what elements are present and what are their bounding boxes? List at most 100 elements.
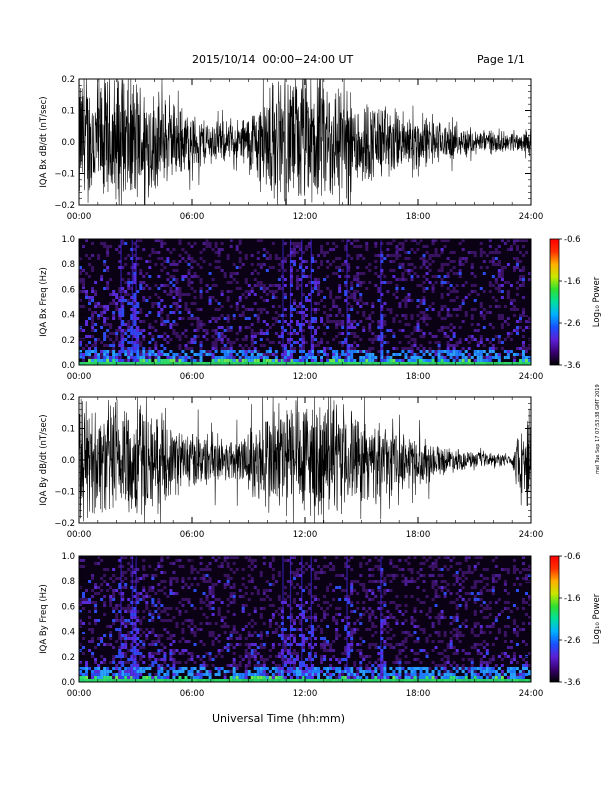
spectrogram-cell	[524, 239, 528, 242]
spectrogram-cell	[380, 622, 384, 625]
spectrogram-cell	[506, 281, 510, 284]
spectrogram-cell	[428, 254, 432, 257]
spectrogram-cell	[356, 667, 360, 670]
spectrogram-cell	[446, 655, 450, 658]
spectrogram-cell	[365, 595, 369, 598]
spectrogram-cell	[247, 664, 251, 667]
spectrogram-cell	[166, 359, 170, 362]
spectrogram-cell	[497, 287, 501, 290]
spectrogram-cell	[350, 604, 354, 607]
spectrogram-cell	[121, 290, 125, 293]
spectrogram-cell	[329, 568, 333, 571]
spectrogram-cell	[265, 299, 269, 302]
spectrogram-cell	[305, 356, 309, 359]
spectrogram-cell	[491, 260, 495, 263]
spectrogram-cell	[169, 290, 173, 293]
spectrogram-cell	[160, 350, 164, 353]
spectrogram-cell	[244, 637, 248, 640]
spectrogram-cell	[473, 308, 477, 311]
spectrogram-cell	[115, 329, 119, 332]
spectrogram-cell	[262, 359, 266, 362]
spectrogram-cell	[320, 658, 324, 661]
spectrogram-cell	[341, 574, 345, 577]
spectrogram-cell	[148, 254, 152, 257]
spectrogram-cell	[461, 359, 465, 362]
spectrogram-cell	[202, 248, 206, 251]
spectrogram-cell	[305, 568, 309, 571]
spectrogram-cell	[347, 353, 351, 356]
spectrogram-cell	[449, 664, 453, 667]
spectrogram-cell	[184, 275, 188, 278]
spectrogram-cell	[166, 272, 170, 275]
spectrogram-cell	[452, 335, 456, 338]
spectrogram-cell	[431, 670, 435, 673]
spectrogram-cell	[283, 676, 287, 679]
spectrogram-cell	[181, 604, 185, 607]
spectrogram-cell	[305, 562, 309, 565]
spectrogram-cell	[298, 562, 302, 565]
spectrogram-cell	[341, 323, 345, 326]
spectrogram-cell	[347, 646, 351, 649]
spectrogram-cell	[470, 335, 474, 338]
spectrogram-cell	[503, 356, 507, 359]
spectrogram-cell	[97, 592, 101, 595]
spectrogram-cell	[443, 655, 447, 658]
spectrogram-cell	[229, 275, 233, 278]
spectrogram-cell	[259, 296, 263, 299]
spectrogram-cell	[479, 242, 483, 245]
spectrogram-cell	[383, 257, 387, 260]
spectrogram-cell	[295, 592, 299, 595]
spectrogram-cell	[443, 350, 447, 353]
spectrogram-cell	[422, 347, 426, 350]
spectrogram-cell	[350, 296, 354, 299]
spectrogram-cell	[461, 586, 465, 589]
spectrogram-cell	[232, 664, 236, 667]
spectrogram-cell	[208, 658, 212, 661]
spectrogram-cell	[455, 598, 459, 601]
spectrogram-cell	[416, 305, 420, 308]
spectrogram-cell	[515, 266, 519, 269]
spectrogram-cell	[413, 631, 417, 634]
spectrogram-cell	[295, 275, 299, 278]
spectrogram-cell	[344, 356, 348, 359]
spectrogram-cell	[289, 562, 293, 565]
spectrogram-cell	[335, 350, 339, 353]
spectrogram-cell	[497, 335, 501, 338]
spectrogram-cell	[235, 667, 239, 670]
spectrogram-cell	[124, 655, 128, 658]
spectrogram-cell	[335, 619, 339, 622]
spectrogram-cell	[127, 278, 131, 281]
spectrogram-cell	[344, 625, 348, 628]
spectrogram-cell	[205, 290, 209, 293]
spectrogram-cell	[338, 275, 342, 278]
spectrogram-cell	[476, 562, 480, 565]
spectrogram-cell	[301, 661, 305, 664]
spectrogram-cell	[473, 595, 477, 598]
spectrogram-cell	[473, 254, 477, 257]
spectrogram-cell	[446, 308, 450, 311]
spectrogram-cell	[100, 326, 104, 329]
spectrogram-cell	[85, 661, 89, 664]
spectrogram-cell	[193, 290, 197, 293]
spectrogram-cell	[416, 248, 420, 251]
spectrogram-cell	[232, 562, 236, 565]
spectrogram-cell	[124, 332, 128, 335]
spectrogram-cell	[314, 619, 318, 622]
spectrogram-cell	[494, 676, 498, 679]
spectrogram-cell	[521, 347, 525, 350]
spectrogram-cell	[455, 676, 459, 679]
spectrogram-cell	[476, 353, 480, 356]
spectrogram-cell	[166, 341, 170, 344]
spectrogram-cell	[503, 350, 507, 353]
spectrogram-cell	[488, 589, 492, 592]
spectrogram-cell	[380, 242, 384, 245]
spectrogram-cell	[377, 673, 381, 676]
spectrogram-cell	[362, 583, 366, 586]
spectrogram-cell	[289, 676, 293, 679]
spectrogram-cell	[392, 565, 396, 568]
spectrogram-cell	[133, 329, 137, 332]
spectrogram-cell	[512, 652, 516, 655]
spectrogram-cell	[127, 323, 131, 326]
spectrogram-cell	[305, 616, 309, 619]
spectrogram-cell	[223, 676, 227, 679]
